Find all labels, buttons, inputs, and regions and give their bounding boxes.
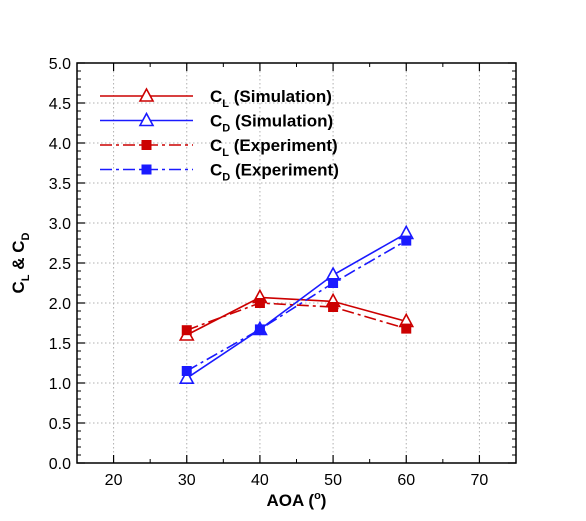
x-tick-label: 40 xyxy=(251,472,269,489)
data-point xyxy=(182,325,192,335)
y-axis-title-sub2: D xyxy=(20,232,32,240)
legend-marker xyxy=(142,165,152,175)
y-tick-label: 1.0 xyxy=(49,376,71,393)
y-tick-label: 0.0 xyxy=(49,456,71,473)
x-tick-label: 70 xyxy=(471,472,489,489)
y-tick-label: 3.5 xyxy=(49,176,71,193)
legend-label-main: C xyxy=(210,112,222,131)
data-point xyxy=(401,236,411,246)
y-tick-label: 1.5 xyxy=(49,336,71,353)
y-axis-title-amp: & xyxy=(9,253,28,275)
y-tick-label: 0.5 xyxy=(49,416,71,433)
y-tick-label: 3.0 xyxy=(49,216,71,233)
legend-label-suffix: (Experiment) xyxy=(229,136,338,155)
legend-label-main: C xyxy=(210,161,222,180)
x-tick-label: 50 xyxy=(324,472,342,489)
legend-label-suffix: (Experiment) xyxy=(230,161,339,180)
y-axis-title-c2: C xyxy=(9,240,28,252)
x-tick-label: 30 xyxy=(178,472,196,489)
y-axis-title-c1: C xyxy=(9,281,28,293)
x-axis-title-end: ) xyxy=(321,491,327,510)
y-tick-label: 2.5 xyxy=(49,256,71,273)
legend-label-sub: D xyxy=(222,172,230,184)
legend-label-main: C xyxy=(210,87,222,106)
y-tick-label: 4.5 xyxy=(49,96,71,113)
y-tick-label: 5.0 xyxy=(49,56,71,73)
data-point xyxy=(328,302,338,312)
x-tick-label: 60 xyxy=(397,472,415,489)
data-point xyxy=(182,366,192,376)
y-tick-label: 2.0 xyxy=(49,296,71,313)
data-point xyxy=(255,298,265,308)
data-point xyxy=(255,324,265,334)
data-point xyxy=(401,324,411,334)
legend-marker xyxy=(142,140,152,150)
x-axis-title-main: AOA ( xyxy=(267,491,315,510)
y-tick-label: 4.0 xyxy=(49,136,71,153)
legend-label-suffix: (Simulation) xyxy=(229,87,332,106)
legend-label-sub: D xyxy=(222,123,230,135)
legend-label-suffix: (Simulation) xyxy=(230,112,333,131)
legend-label-main: C xyxy=(210,136,222,155)
x-tick-label: 20 xyxy=(105,472,123,489)
data-point xyxy=(328,278,338,288)
